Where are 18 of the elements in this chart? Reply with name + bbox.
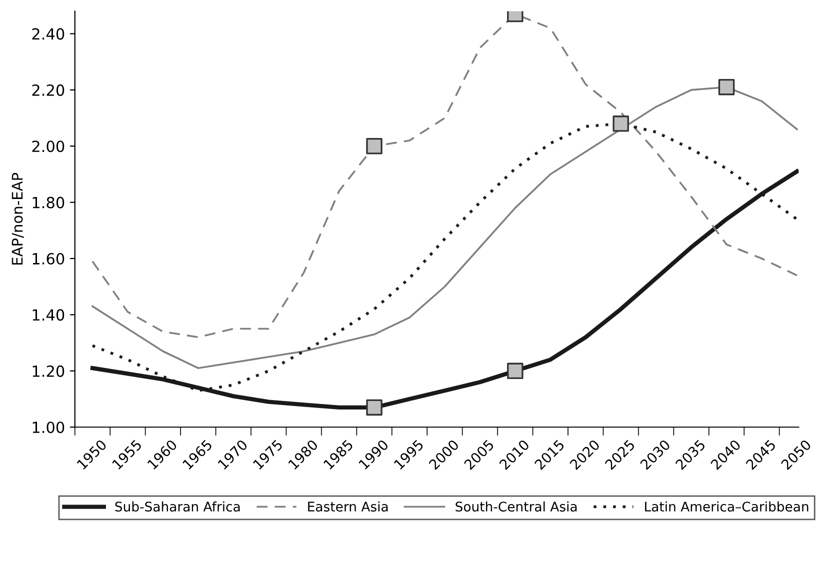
point (366, 138, 382, 154)
point (366, 399, 382, 416)
y-tick-label: 1.40 (32, 309, 64, 321)
legend-label: Eastern Asia (308, 501, 388, 512)
y-tick-label: 1.20 (32, 365, 64, 377)
y-tick-label: 2.00 (32, 140, 64, 152)
point (612, 116, 629, 132)
point (507, 362, 524, 380)
y-tick-label: 2.40 (32, 28, 64, 40)
y-tick-label: 1.80 (32, 196, 64, 208)
legend-label: South-Central Asia (456, 501, 577, 512)
legend-label: Latin America–Caribbean (645, 501, 808, 512)
y-tick-label: 2.20 (32, 84, 64, 96)
y-tick-label: 1.60 (32, 252, 64, 265)
y-axis-title: EAP/non-EAP (12, 172, 24, 265)
legend-label: Sub-Saharan Africa (115, 501, 240, 512)
point (718, 78, 735, 96)
y-tick-label: 1.00 (32, 422, 64, 434)
